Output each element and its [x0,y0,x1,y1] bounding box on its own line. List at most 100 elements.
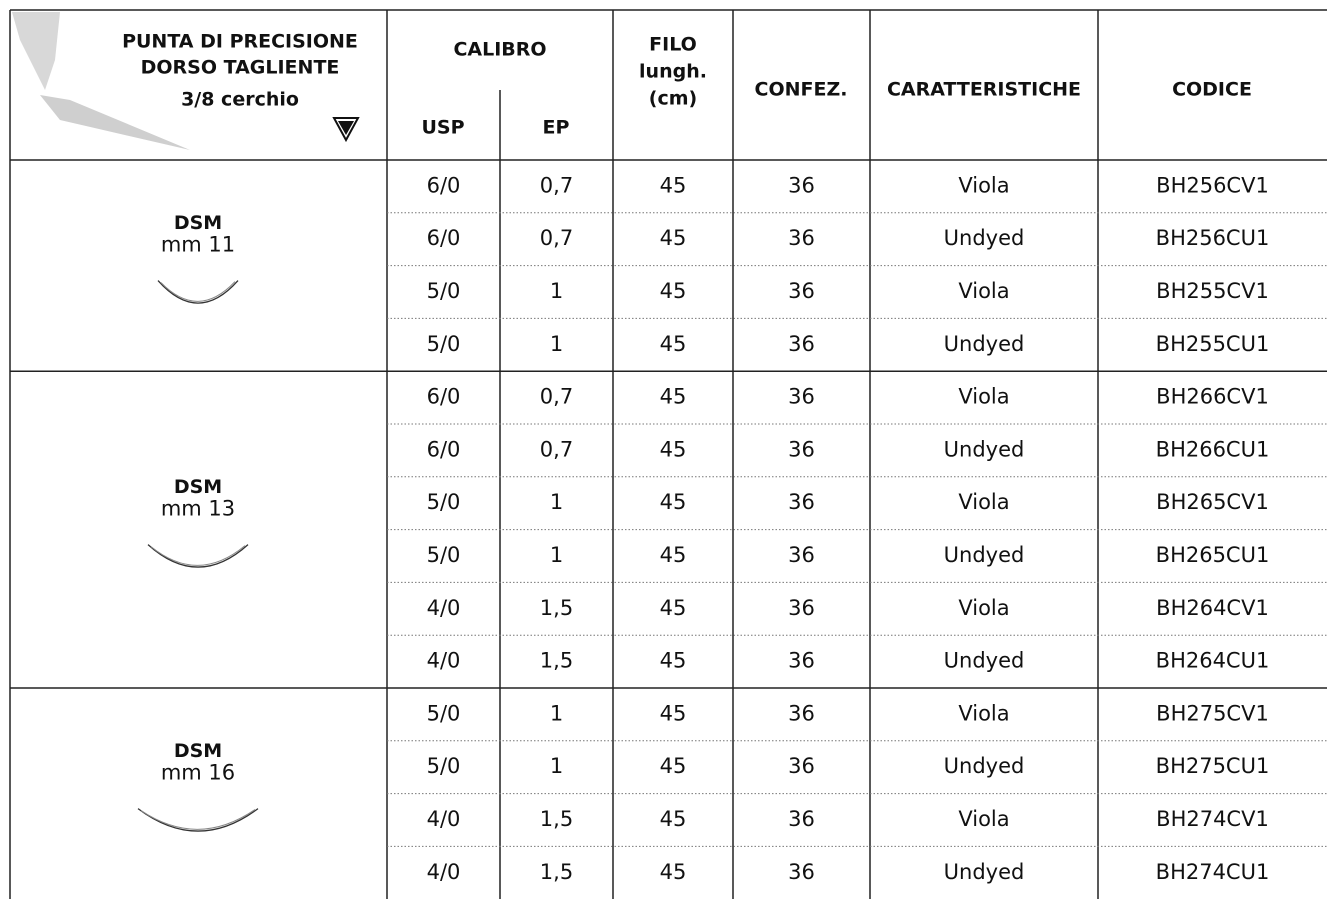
cell: Undyed [944,649,1025,673]
cell: 45 [660,490,687,514]
cell: 45 [660,701,687,725]
cell: BH264CU1 [1156,649,1270,673]
cell: 0,7 [540,437,573,461]
cell: 36 [788,490,815,514]
cell: Undyed [944,332,1025,356]
cell: 5/0 [427,490,461,514]
needle-icon [137,808,259,832]
cell: BH265CV1 [1156,490,1269,514]
cell: 6/0 [427,385,461,409]
cell: Viola [958,279,1009,303]
cell: 36 [788,226,815,250]
cell: 36 [788,385,815,409]
cell: 36 [788,596,815,620]
cell: 1 [550,754,563,778]
cell: 1 [550,543,563,567]
needle-size: mm 11 [161,233,235,257]
cell: Viola [958,596,1009,620]
needle-graphic [12,12,60,90]
cell: BH275CV1 [1156,701,1269,725]
cell: 36 [788,701,815,725]
cell: 1,5 [540,649,573,673]
needle-name: DSM [174,740,222,762]
cell: 1 [550,701,563,725]
needle-icon [140,809,256,830]
cell: BH274CU1 [1156,860,1270,884]
needle-size: mm 16 [161,761,235,785]
header-cell: USP [421,117,464,139]
cell: 45 [660,649,687,673]
cell: 5/0 [427,279,461,303]
header-cell: EP [543,117,570,139]
cell: 4/0 [427,807,461,831]
cell: Undyed [944,754,1025,778]
cell: 0,7 [540,226,573,250]
cell: 6/0 [427,173,461,197]
cell: 45 [660,332,687,356]
cell: 36 [788,279,815,303]
cell: BH256CV1 [1156,173,1269,197]
cell: 36 [788,437,815,461]
cell: 4/0 [427,596,461,620]
header-cell: CARATTERISTICHE [887,79,1081,101]
needle-name: DSM [174,476,222,498]
cell: 1 [550,490,563,514]
cell: 45 [660,385,687,409]
cell: 4/0 [427,649,461,673]
needle-size: mm 13 [161,497,235,521]
triangle-icon [332,117,360,143]
cell: BH275CU1 [1156,754,1270,778]
cell: 1,5 [540,860,573,884]
cell: 5/0 [427,543,461,567]
cell: 1 [550,279,563,303]
header-cell: (cm) [649,88,697,110]
cell: 45 [660,279,687,303]
cell: 0,7 [540,173,573,197]
needle-name: DSM [174,212,222,234]
cell: Viola [958,385,1009,409]
cell: 36 [788,807,815,831]
cell: 5/0 [427,701,461,725]
cell: 36 [788,649,815,673]
cell: Viola [958,701,1009,725]
header-title: DORSO TAGLIENTE [141,57,340,79]
cell: BH255CU1 [1156,332,1270,356]
needle-icon [157,280,239,304]
cell: 5/0 [427,332,461,356]
cell: 36 [788,860,815,884]
triangle-icon [338,121,354,135]
cell: 45 [660,860,687,884]
cell: BH265CU1 [1156,543,1270,567]
cell: BH266CV1 [1156,385,1269,409]
cell: 45 [660,173,687,197]
cell: 36 [788,332,815,356]
cell: 6/0 [427,437,461,461]
cell: 45 [660,807,687,831]
cell: Undyed [944,860,1025,884]
cell: 1,5 [540,807,573,831]
header-cell: CONFEZ. [755,79,848,101]
cell: Viola [958,807,1009,831]
cell: 45 [660,226,687,250]
cell: 45 [660,754,687,778]
cell: 45 [660,437,687,461]
header-title: 3/8 cerchio [181,89,299,111]
cell: 45 [660,543,687,567]
needle-icon [160,281,236,302]
cell: BH264CV1 [1156,596,1269,620]
cell: 36 [788,754,815,778]
cell: Viola [958,173,1009,197]
cell: 1,5 [540,596,573,620]
cell: Viola [958,490,1009,514]
needle-icon [147,544,249,568]
cell: 5/0 [427,754,461,778]
cell: BH255CV1 [1156,279,1269,303]
needle-icon [150,545,246,566]
cell: 45 [660,596,687,620]
cell: 0,7 [540,385,573,409]
cell: 36 [788,543,815,567]
cell: 36 [788,173,815,197]
cell: 4/0 [427,860,461,884]
